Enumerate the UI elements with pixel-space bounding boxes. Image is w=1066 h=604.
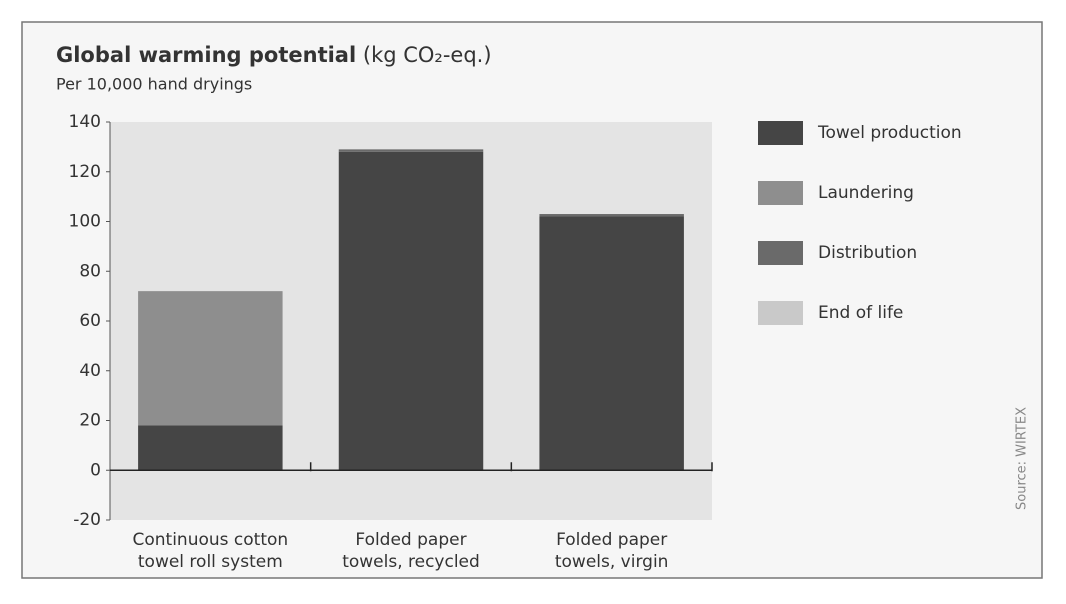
bar-segment — [539, 214, 684, 217]
legend-label: End of life — [818, 303, 903, 323]
chart-subtitle: Per 10,000 hand dryings — [56, 75, 252, 94]
x-tick-label: Continuous cotton towel roll system — [132, 530, 288, 572]
bar-segment — [138, 291, 283, 426]
y-tick-label: -20 — [73, 510, 101, 530]
chart-title: Global warming potential (kg CO₂-eq.) — [56, 43, 492, 67]
bar-segment — [539, 216, 684, 471]
source: Source: WIRTEX — [1015, 407, 1030, 510]
legend-label: Distribution — [818, 243, 917, 263]
x-tick-label: Folded paper towels, virgin — [555, 530, 669, 572]
legend-swatch — [758, 181, 803, 205]
y-tick-label: 140 — [69, 112, 101, 132]
y-tick-label: 100 — [69, 212, 101, 232]
legend-swatch — [758, 241, 803, 265]
legend-swatch — [758, 301, 803, 325]
bar-segment — [338, 151, 484, 471]
y-tick-label: 80 — [79, 261, 101, 281]
legend-swatch — [758, 121, 803, 145]
x-tick-label: Folded paper towels, recycled — [342, 530, 480, 572]
y-tick-label: 40 — [79, 361, 101, 381]
legend-label: Laundering — [818, 183, 914, 203]
legend-label: Towel production — [817, 123, 962, 143]
y-tick-label: 0 — [90, 460, 101, 480]
y-tick-label: 120 — [69, 162, 101, 182]
y-tick-label: 20 — [79, 411, 101, 431]
bar-segment — [138, 425, 283, 471]
bar-segment — [338, 149, 484, 152]
y-tick-label: 60 — [79, 311, 101, 331]
